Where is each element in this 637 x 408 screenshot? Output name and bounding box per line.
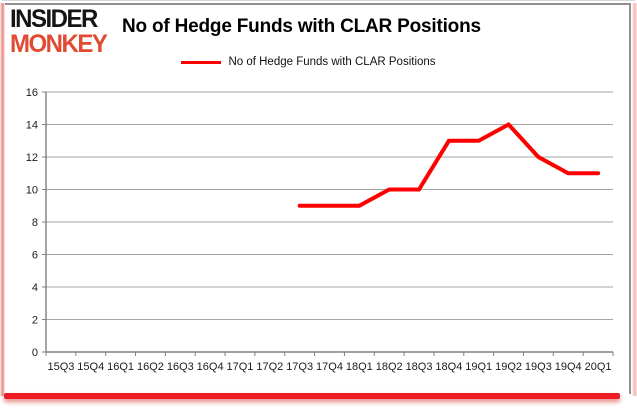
x-tick-label: 18Q2 [376,361,403,373]
logo-insider-text: INSIDER [10,4,98,34]
x-tick-label: 16Q1 [107,361,134,373]
y-tick-label: 2 [32,315,38,327]
card-left-glow [0,3,5,396]
y-tick-label: 4 [32,282,38,294]
x-tick-label: 19Q4 [555,361,582,373]
x-tick-label: 19Q3 [525,361,552,373]
x-tick-label: 20Q1 [585,361,612,373]
card-top-border [5,3,629,5]
x-tick-label: 18Q3 [406,361,433,373]
y-tick-label: 8 [32,217,38,229]
card-bottom-accent-bar [4,393,620,399]
x-tick-label: 18Q4 [435,361,462,373]
chart-title: No of Hedge Funds with CLAR Positions [122,16,481,37]
series-line [297,121,601,208]
x-tick-label: 17Q4 [316,361,343,373]
x-tick-label: 16Q2 [137,361,164,373]
x-tick-label: 16Q4 [197,361,224,373]
x-tick-label: 17Q2 [256,361,283,373]
legend-label: No of Hedge Funds with CLAR Positions [228,56,436,68]
logo-monkey-text: MONKEY [10,29,108,58]
y-tick-label: 10 [26,185,38,197]
y-tick-label: 0 [32,347,38,359]
y-tick-label: 6 [32,250,38,262]
x-tick-label: 16Q3 [167,361,194,373]
x-tick-label: 15Q3 [47,361,74,373]
x-tick-label: 15Q4 [77,361,104,373]
x-tick-label: 19Q1 [465,361,492,373]
card-outer-edge [2,0,635,1]
y-tick-label: 12 [26,152,38,164]
legend-line-swatch [181,60,222,64]
x-tick-label: 17Q1 [227,361,254,373]
card-right-glow [632,3,637,396]
y-tick-label: 16 [26,87,38,99]
x-tick-label: 18Q1 [346,361,373,373]
insider-monkey-logo: INSIDER MONKEY [10,4,108,58]
y-tick-label: 14 [26,120,38,132]
x-tick-label: 17Q3 [286,361,313,373]
x-tick-label: 19Q2 [495,361,522,373]
legend: No of Hedge Funds with CLAR Positions [0,56,617,68]
card-right-border [629,3,631,394]
